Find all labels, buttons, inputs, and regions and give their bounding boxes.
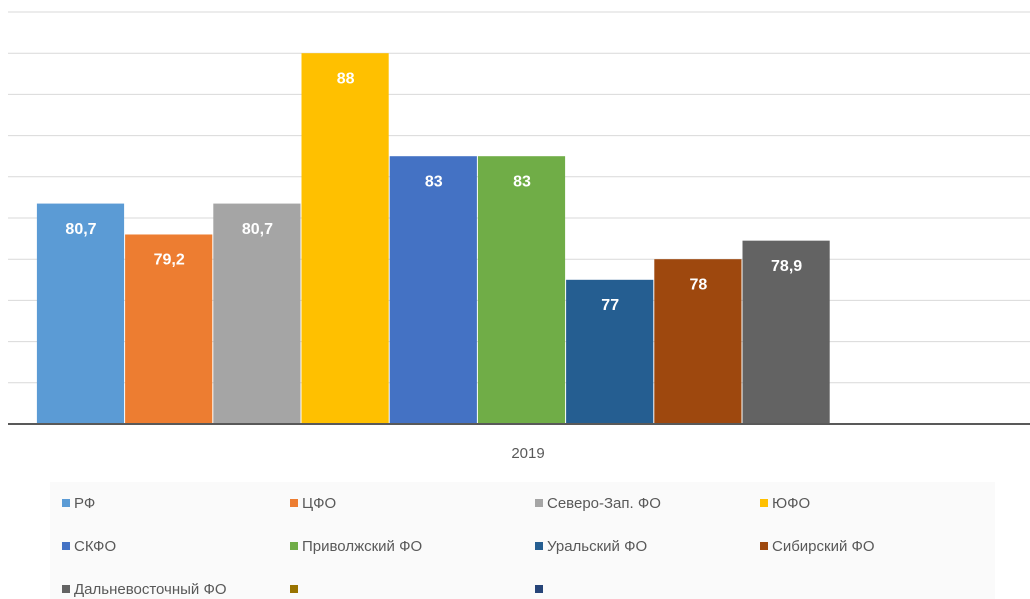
legend-label: ЦФО (302, 495, 336, 512)
value-label: 80,7 (242, 221, 273, 238)
legend-marker (62, 542, 70, 550)
legend-marker (290, 585, 298, 593)
legend-label: Северо-Зап. ФО (547, 495, 661, 512)
value-label: 80,7 (65, 221, 96, 238)
bar (213, 203, 301, 424)
value-label: 78 (690, 276, 708, 293)
legend-label: ЮФО (772, 495, 810, 512)
legend-label: Дальневосточный ФО (74, 581, 227, 598)
value-label: 77 (601, 297, 619, 314)
legend-marker (535, 585, 543, 593)
value-label: 83 (513, 173, 531, 190)
bar (389, 156, 477, 424)
legend-label: Уральский ФО (547, 538, 647, 555)
legend-marker (62, 585, 70, 593)
legend-label: Сибирский ФО (772, 538, 875, 555)
bar (301, 53, 389, 424)
value-label: 78,9 (771, 258, 802, 275)
legend-marker (290, 542, 298, 550)
legend-label: СКФО (74, 538, 116, 555)
legend-marker (535, 542, 543, 550)
legend-background (50, 482, 995, 599)
legend-marker (290, 499, 298, 507)
legend-marker (62, 499, 70, 507)
value-label: 88 (337, 70, 355, 87)
legend-label: Приволжский ФО (302, 538, 422, 555)
legend-label: РФ (74, 495, 95, 512)
bar (654, 259, 742, 424)
bar (566, 279, 654, 424)
legend-marker (760, 542, 768, 550)
value-label: 83 (425, 173, 443, 190)
value-label: 79,2 (154, 252, 185, 269)
bar (125, 234, 213, 424)
bar (36, 203, 125, 424)
legend-marker (535, 499, 543, 507)
bar (477, 156, 566, 424)
x-tick-label: 2019 (511, 445, 544, 462)
legend-marker (760, 499, 768, 507)
bar (742, 240, 830, 424)
